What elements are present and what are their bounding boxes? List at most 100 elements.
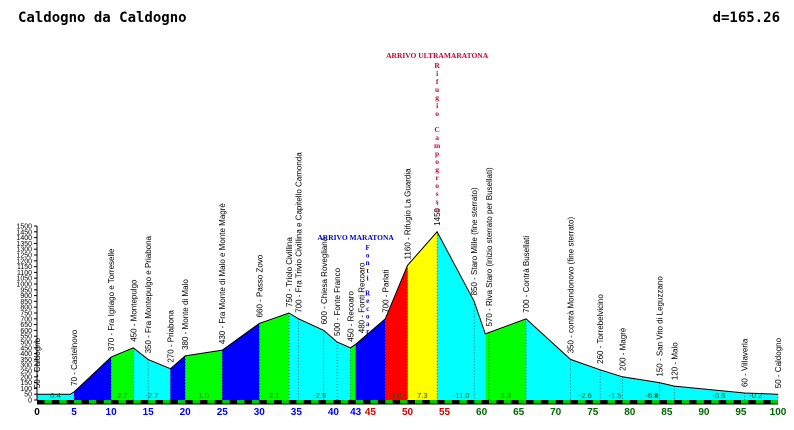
km-label: 95 xyxy=(735,407,747,418)
km-strip-segment xyxy=(592,400,601,404)
km-label: 0 xyxy=(34,407,40,418)
profile-segment xyxy=(37,391,75,400)
km-strip-segment xyxy=(355,400,364,404)
y-tick-label: 200 xyxy=(20,374,32,381)
y-axis-ticks: 0501001502002503003504004505005506006507… xyxy=(16,224,37,405)
waypoint-label: 500 - Fonte Franco xyxy=(333,267,342,336)
y-tick-label: 850 xyxy=(20,299,32,306)
profile-segment xyxy=(133,347,171,400)
km-strip-segment xyxy=(548,400,556,404)
km-strip-segment xyxy=(370,400,378,404)
y-tick-label: 700 xyxy=(20,316,32,323)
profile-segment xyxy=(526,318,778,400)
km-label: 85 xyxy=(661,407,673,418)
y-tick-label: 750 xyxy=(20,311,32,318)
grade-labels: 0.4 2.7 -2.7 1.0 2.1 -2.9 9.0 7.3 -11.0 3.3 -6.4 -2… xyxy=(50,391,762,400)
profile-segment xyxy=(437,231,486,400)
y-tick-label: 500 xyxy=(20,340,32,347)
profile-segment xyxy=(259,313,289,400)
waypoint-label: 350 - contrà Mondonovo (fine sterrato) xyxy=(567,217,576,354)
waypoint-label: 700 - Parlati xyxy=(381,269,390,312)
y-tick-label: 1350 xyxy=(16,241,32,248)
y-tick-label: 1050 xyxy=(16,276,32,283)
grade-label: -0.2 xyxy=(749,391,762,400)
grade-label: -0.8 xyxy=(712,391,725,400)
grade-label: 0.4 xyxy=(50,391,60,400)
waypoint-label: 450 - Montepulgo xyxy=(129,279,138,342)
waypoint-label: 60 - Villaverla xyxy=(741,338,750,387)
distance-label: d=165.26 xyxy=(713,10,780,26)
waypoint-label: 150 - San Vito di Leguzzano xyxy=(655,276,664,377)
grade-label: 2.7 xyxy=(117,391,127,400)
waypoint-label: 850 - Staro Mille (fine sterrato) xyxy=(470,187,479,295)
km-strip-segment xyxy=(489,400,497,404)
km-label: 45 xyxy=(365,407,377,418)
waypoint-label: 1160 - Rifugio La Guardia xyxy=(404,168,413,260)
km-strip-segment xyxy=(459,400,467,404)
waypoint-label: 120 - Malo xyxy=(670,342,679,380)
km-strip-segment xyxy=(563,400,571,404)
profile-segment xyxy=(170,355,186,400)
waypoint-label: 200 - Magrè xyxy=(618,327,627,371)
profile-segment xyxy=(407,231,438,400)
km-strip-segment xyxy=(118,400,126,404)
km-strip-segment xyxy=(681,400,690,404)
y-tick-label: 950 xyxy=(20,287,32,294)
km-label: 25 xyxy=(217,407,229,418)
km-strip-segment xyxy=(103,400,112,404)
km-strip-segment xyxy=(637,400,645,404)
y-tick-label: 300 xyxy=(20,363,32,370)
km-strip-segment xyxy=(622,400,630,404)
waypoint-label: 660 - Passo Zovo xyxy=(255,254,264,317)
grade-label: 7.3 xyxy=(417,391,427,400)
km-label: 30 xyxy=(254,407,266,418)
waypoint-label: 450 - Recoaro xyxy=(346,291,355,342)
y-tick-label: 450 xyxy=(20,345,32,352)
km-strip-segment xyxy=(88,400,97,404)
y-tick-label: 0 xyxy=(28,398,32,405)
waypoint-label: 750 - Triolo Civillina xyxy=(285,237,294,307)
km-label: 100 xyxy=(770,407,787,418)
km-strip-segment xyxy=(74,400,82,404)
profile-segment xyxy=(111,347,134,400)
km-strip-segment xyxy=(311,400,319,404)
y-tick-label: 550 xyxy=(20,334,32,341)
y-tick-label: 650 xyxy=(20,322,32,329)
grade-label: 1.0 xyxy=(199,391,209,400)
km-strip-segment xyxy=(533,400,541,404)
km-strip-segment xyxy=(444,400,452,404)
km-label: 35 xyxy=(291,407,303,418)
y-tick-label: 250 xyxy=(20,369,32,376)
y-tick-label: 400 xyxy=(20,351,32,358)
waypoint-label: 480 - Fonti Recoaro xyxy=(358,262,367,333)
y-tick-label: 600 xyxy=(20,328,32,335)
waypoint-label: 70 - Castelnovo xyxy=(70,329,79,386)
waypoint-label: 700 - Contrà Busellati xyxy=(522,236,531,313)
km-label: 75 xyxy=(587,407,599,418)
profile-segment xyxy=(355,318,386,400)
profile-segment xyxy=(485,318,527,400)
y-tick-label: 1000 xyxy=(16,282,32,289)
y-tick-label: 150 xyxy=(20,380,32,387)
km-strip-segment xyxy=(666,400,675,404)
km-strip-segment xyxy=(429,400,438,404)
km-strip-segment xyxy=(414,400,423,404)
annotation-label: ARRIVO MARATONA xyxy=(317,233,394,242)
chart-title: Caldogno da Caldogno xyxy=(18,10,187,26)
km-strip-segment xyxy=(296,400,304,404)
y-tick-label: 900 xyxy=(20,293,32,300)
y-tick-label: 1300 xyxy=(16,247,32,254)
km-strip-segment xyxy=(148,400,156,404)
km-label: 70 xyxy=(550,407,562,418)
profile-segment xyxy=(288,313,351,400)
km-strip-segment xyxy=(385,400,393,404)
km-strip-segment xyxy=(237,400,245,404)
profile-segments xyxy=(37,231,778,400)
km-strip-segment xyxy=(251,400,260,404)
waypoint-label: 370 - Fra Igriago e Torreselle xyxy=(107,248,116,351)
km-strip-segment xyxy=(44,400,52,404)
y-tick-label: 1400 xyxy=(16,235,32,242)
km-label: 65 xyxy=(513,407,525,418)
y-tick-label: 1450 xyxy=(16,229,32,236)
